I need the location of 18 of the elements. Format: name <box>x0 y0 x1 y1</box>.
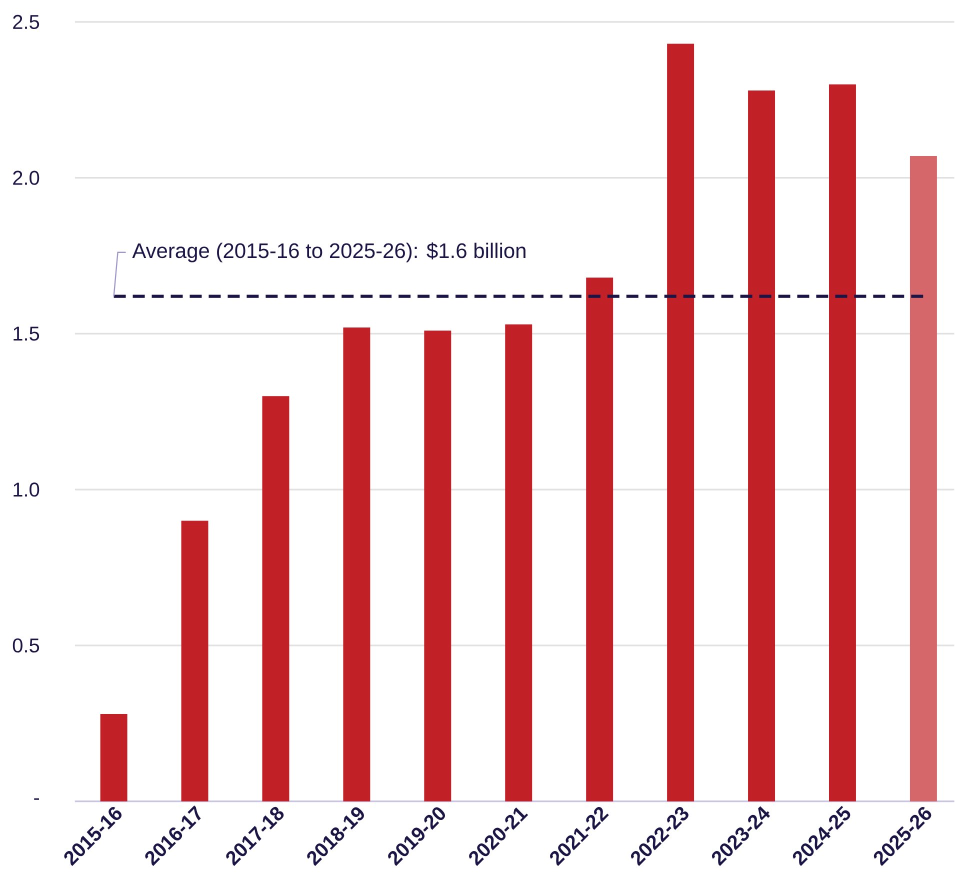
bar <box>748 90 776 802</box>
bar <box>343 327 370 802</box>
bar <box>424 330 452 802</box>
y-tick-label: 1.0 <box>14 482 40 497</box>
bar <box>829 84 856 802</box>
y-tick-label: 2.0 <box>13 170 40 185</box>
ref-line-label: Average (2015-16 to 2025-26): $1.6 billion <box>132 242 526 262</box>
y-tick-label: 1.5 <box>14 326 40 341</box>
bar <box>505 324 532 802</box>
bar <box>667 44 694 802</box>
y-tick-label: - <box>34 798 40 800</box>
y-tick-label: 0.5 <box>12 638 40 652</box>
bar <box>910 156 937 802</box>
bar <box>100 714 128 802</box>
bar <box>586 277 614 802</box>
bar <box>181 520 208 802</box>
bar <box>262 396 290 802</box>
y-tick-label: 2.5 <box>13 14 40 29</box>
